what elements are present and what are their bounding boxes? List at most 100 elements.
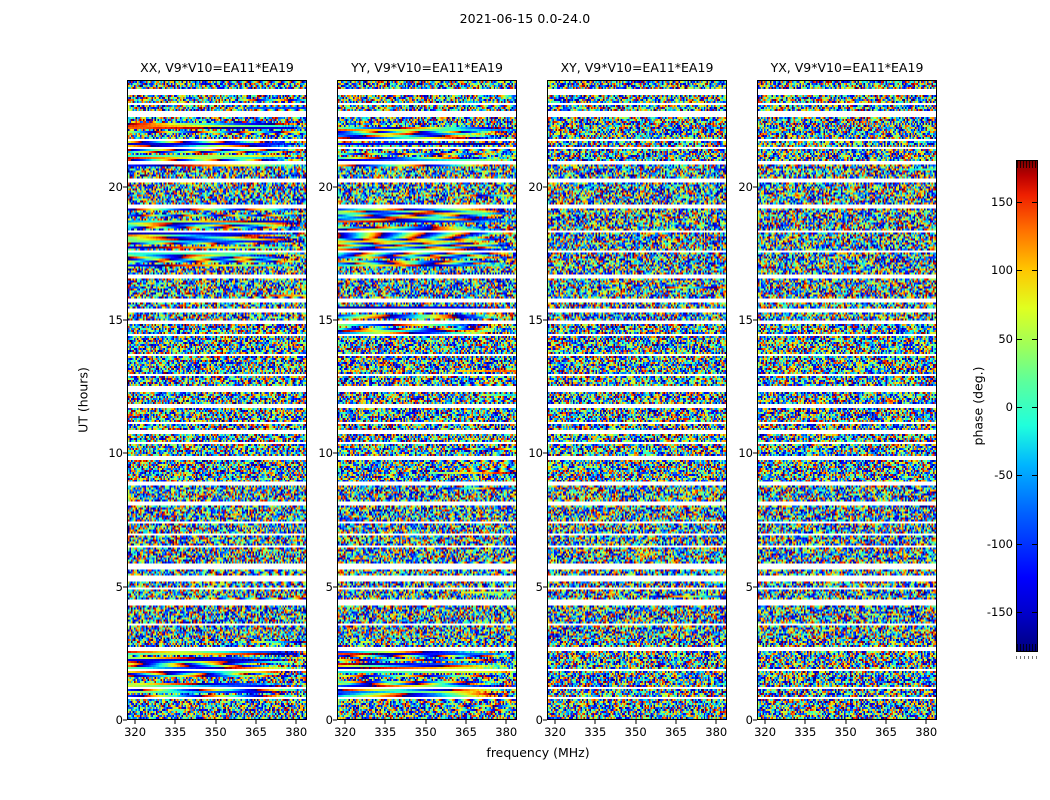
phase-heatmap-image [548,81,726,719]
colorbar-tick-mark [1017,543,1022,545]
y-tick-label: 5 [115,579,123,594]
y-tick-mark [543,719,547,721]
panel-yy: YY, V9*V10=EA11*EA19 0 5 10 15 20 320 335 350 365… [318,60,517,739]
panel-title: YY, V9*V10=EA11*EA19 [351,60,503,75]
x-tick-label: 350 [204,725,227,739]
x-tick-mark [384,720,386,724]
colorbar-tick-label: -150 [986,605,1013,619]
y-tick-label: 5 [745,579,753,594]
x-tick-label: 320 [124,725,147,739]
phase-heatmap-image [758,81,936,719]
x-tick-mark [675,720,677,724]
colorbar[interactable]: -150 -100 -50 0 50 100 150 [987,160,1038,652]
x-tick-mark [255,720,257,724]
x-tick-mark [465,720,467,724]
x-tick-label: 380 [915,725,938,739]
panel-title: XY, V9*V10=EA11*EA19 [560,60,714,75]
x-tick-mark [764,720,766,724]
colorbar-tick-mark [1032,543,1037,545]
colorbar-tick-mark [1017,338,1022,340]
y-tick-mark [333,719,337,721]
x-tick-label: 365 [664,725,687,739]
colorbar-tick-mark [1032,338,1037,340]
x-tick-mark [215,720,217,724]
colorbar-label: phase (deg.) [970,366,986,446]
panel-yx: YX, V9*V10=EA11*EA19 0 5 10 15 20 320 335 350 365… [738,60,937,739]
y-tick-label: 15 [528,313,543,327]
x-tick-mark [845,720,847,724]
colorbar-tick-label: 150 [991,195,1013,209]
panel-plot-area[interactable] [757,80,937,720]
x-tick-mark [344,720,346,724]
x-axis-label: frequency (MHz) [486,745,590,760]
x-tick-label: 350 [624,725,647,739]
y-tick-label: 20 [528,179,543,194]
colorbar-gradient [1017,161,1037,651]
y-tick-label: 0 [535,713,543,727]
y-tick-mark [333,319,337,321]
x-tick-label: 335 [794,725,817,739]
x-tick-mark [554,720,556,724]
phase-heatmap-image [338,81,516,719]
colorbar-tick-mark [1017,202,1022,203]
colorbar-under-dots [1016,656,1038,659]
y-tick-mark [123,319,127,321]
y-tick-label: 20 [108,179,123,194]
y-tick-label: 0 [115,713,123,727]
x-tick-mark [715,720,717,724]
y-tick-mark [753,719,757,721]
colorbar-tick-label: -100 [986,536,1013,551]
y-tick-label: 10 [318,446,333,461]
x-tick-mark [174,720,176,724]
colorbar-tick-label: 50 [998,331,1013,346]
x-tick-label: 380 [495,725,518,739]
y-tick-label: 20 [738,179,753,194]
colorbar-tick-mark [1032,407,1037,408]
y-tick-mark [753,452,757,454]
y-tick-mark [123,186,127,188]
x-tick-label: 320 [544,725,567,739]
x-tick-label: 380 [285,725,308,739]
colorbar-overflow-bottom [1017,644,1037,651]
y-tick-label: 15 [738,313,753,327]
y-tick-label: 5 [535,579,543,594]
colorbar-tick-mark [1017,270,1022,272]
x-tick-label: 335 [584,725,607,739]
x-tick-label: 320 [754,725,777,739]
y-tick-label: 0 [325,713,333,727]
y-tick-label: 10 [528,446,543,461]
colorbar-tick-mark [1032,270,1037,272]
x-tick-mark [295,720,297,724]
panel-xx: XX, V9*V10=EA11*EA19 0 5 10 15 20 320 335 350 365… [108,60,307,739]
x-tick-mark [425,720,427,724]
x-tick-label: 350 [834,725,857,739]
colorbar-overflow-top [1017,161,1037,168]
colorbar-tick-mark [1017,475,1022,477]
y-tick-mark [543,186,547,188]
y-tick-mark [123,586,127,588]
x-tick-label: 320 [334,725,357,739]
x-tick-label: 365 [874,725,897,739]
panel-xy: XY, V9*V10=EA11*EA19 0 5 10 15 20 320 335 350 365… [528,60,727,739]
y-tick-mark [543,586,547,588]
panel-title: YX, V9*V10=EA11*EA19 [770,60,924,75]
y-tick-mark [753,186,757,188]
y-tick-label: 0 [745,713,753,727]
panel-title: XX, V9*V10=EA11*EA19 [140,60,294,75]
y-tick-mark [123,719,127,721]
panel-plot-area[interactable] [547,80,727,720]
colorbar-tick-mark [1017,407,1022,408]
y-tick-label: 15 [318,313,333,327]
x-tick-mark [885,720,887,724]
y-tick-mark [543,452,547,454]
x-tick-mark [134,720,136,724]
y-tick-mark [123,452,127,454]
x-tick-mark [804,720,806,724]
x-tick-mark [635,720,637,724]
colorbar-tick-mark [1032,202,1037,203]
x-tick-label: 365 [244,725,267,739]
panel-plot-area[interactable] [337,80,517,720]
y-tick-mark [333,186,337,188]
colorbar-tick-mark [1032,475,1037,477]
panel-plot-area[interactable] [127,80,307,720]
